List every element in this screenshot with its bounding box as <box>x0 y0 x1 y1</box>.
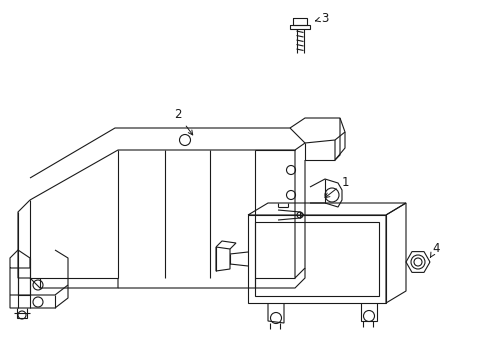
Text: 2: 2 <box>174 108 193 135</box>
Text: 3: 3 <box>316 12 329 24</box>
Text: 1: 1 <box>325 175 349 198</box>
Text: 4: 4 <box>430 242 440 257</box>
